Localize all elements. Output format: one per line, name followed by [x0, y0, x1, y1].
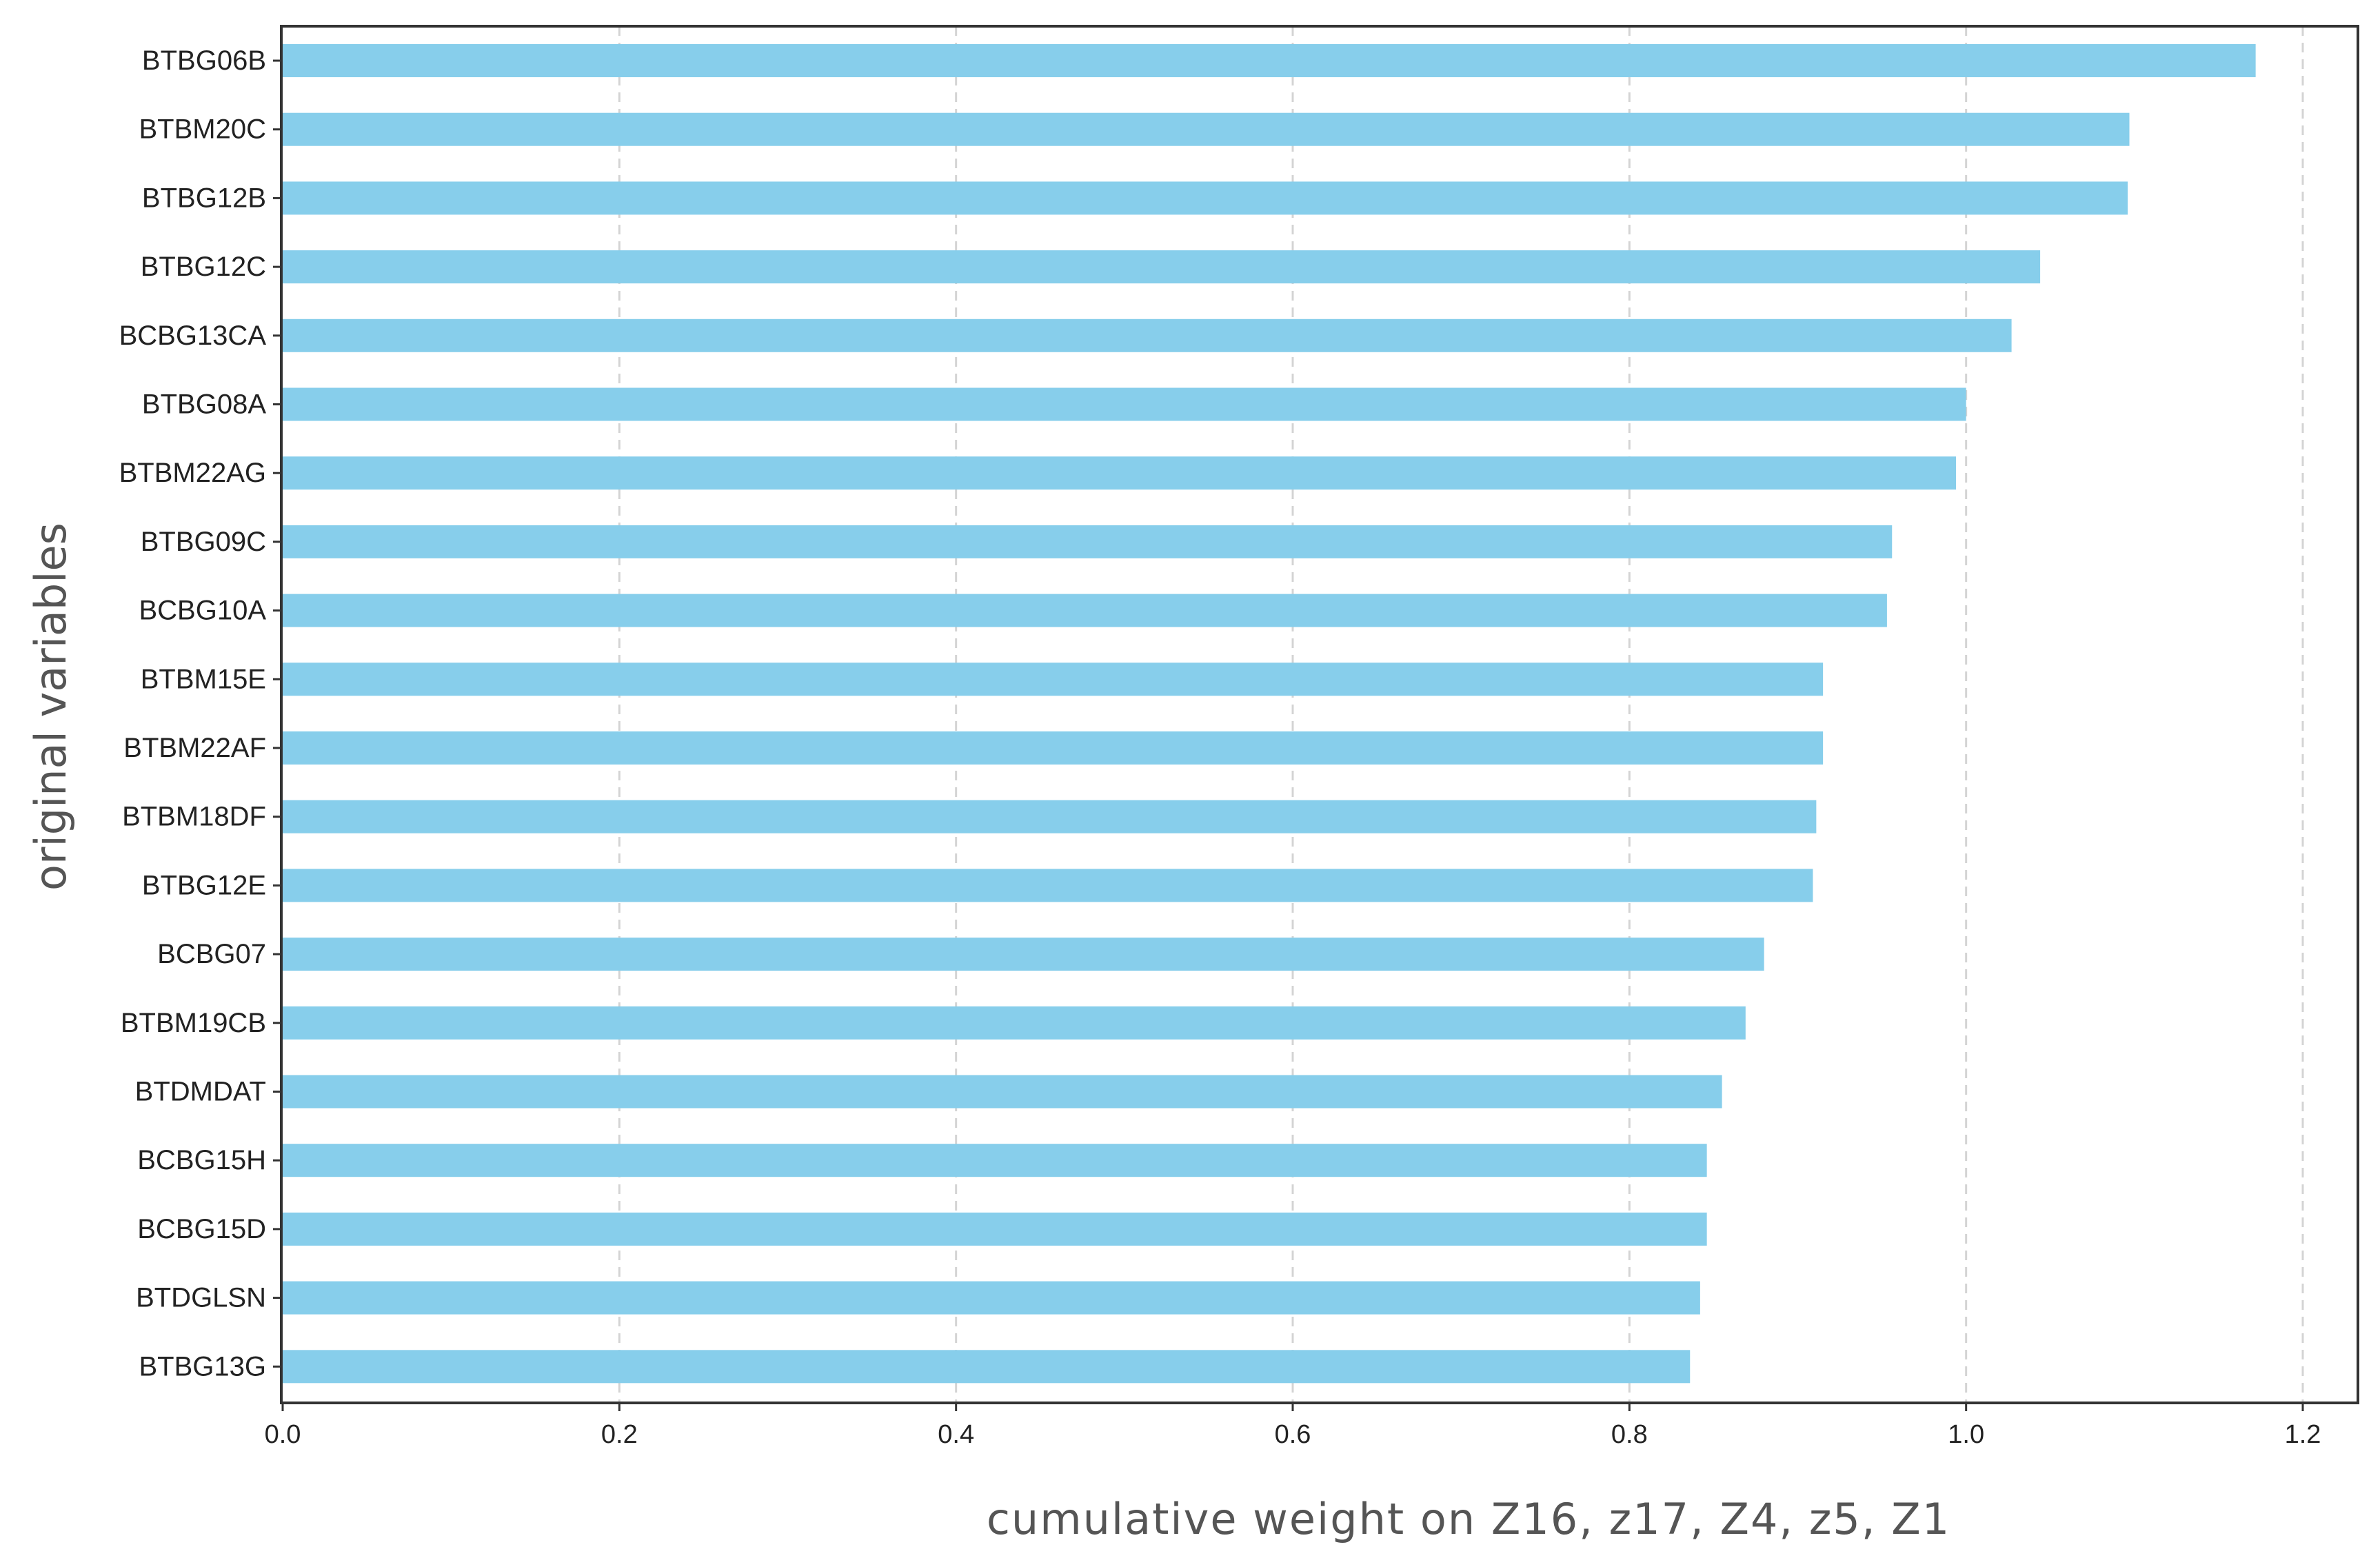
plot-frame	[280, 25, 2359, 1404]
y-tick-label: BCBG07	[157, 939, 266, 969]
y-axis-title: original variables	[26, 523, 76, 891]
x-tick-label: 1.0	[1948, 1420, 1984, 1449]
x-tick-label: 0.6	[1275, 1420, 1311, 1449]
y-tick-label: BTBG12B	[142, 183, 266, 213]
y-tick-label: BTBM22AG	[119, 458, 266, 488]
bar-btdmdat	[283, 1075, 1722, 1109]
x-tick-label: 0.0	[265, 1420, 301, 1449]
y-tick-label: BTBM18DF	[122, 802, 266, 832]
bar-btbg12e	[283, 869, 1813, 902]
y-tick-label: BTBM22AF	[123, 733, 266, 763]
bar-bcbg10a	[283, 594, 1887, 627]
y-tick-label: BCBG15H	[137, 1145, 266, 1175]
bar-btbm20c	[283, 112, 2130, 146]
bar-bcbg15h	[283, 1144, 1707, 1177]
y-tick-label: BTBG06B	[142, 45, 266, 76]
bar-btbg06b	[283, 44, 2256, 77]
y-tick-label: BTBM15E	[141, 664, 266, 694]
x-tick-label: 0.8	[1611, 1420, 1648, 1449]
y-tick-label: BCBG13CA	[119, 321, 267, 351]
bar-btbg12c	[283, 250, 2041, 284]
bar-btbm19cb	[283, 1006, 1746, 1040]
bar-bcbg07	[283, 938, 1764, 971]
bar-bcbg13ca	[283, 318, 2012, 352]
bar-btbm15e	[283, 662, 1824, 696]
y-tick-label: BCBG10A	[139, 596, 266, 626]
bar-btdglsn	[283, 1281, 1700, 1315]
y-tick-label: BTBG12E	[142, 870, 266, 900]
bar-btbg08a	[283, 387, 1966, 421]
y-tick-label: BTBM20C	[139, 114, 267, 145]
y-tick-label: BTBG08A	[142, 390, 266, 420]
y-tick-label: BTBG13G	[139, 1351, 266, 1382]
x-tick-label: 0.4	[938, 1420, 974, 1449]
x-tick-layer: 0.0 0.2 0.4 0.6 0.8 1.0 1.2	[265, 1403, 2321, 1449]
y-tick-label: BTDMDAT	[135, 1077, 266, 1107]
bar-btbg09c	[283, 525, 1893, 558]
y-tick-label: BTBM19CB	[121, 1008, 266, 1038]
bar-btbg12b	[283, 181, 2128, 215]
bar-bcbg15d	[283, 1212, 1707, 1246]
grid-layer	[618, 26, 2304, 1403]
y-tick-label: BTBG12C	[141, 252, 266, 282]
bar-btbm22af	[283, 731, 1824, 765]
y-tick-label: BTDGLSN	[136, 1283, 266, 1313]
y-tick-label: BCBG15D	[137, 1214, 266, 1244]
bar-btbm22ag	[283, 456, 1957, 490]
bar-btbm18df	[283, 800, 1817, 833]
x-tick-label: 0.2	[601, 1420, 638, 1449]
y-tick-label: BTBG09C	[141, 527, 266, 557]
y-tick-layer: BTBG06B BTBM20C BTBG12B BTBG12C BCBG13CA BTBG…	[119, 45, 281, 1382]
bar-btbg13g	[283, 1350, 1691, 1384]
bars-layer	[283, 44, 2256, 1384]
x-axis-title: cumulative weight on Z16, z17, Z4, z5, Z…	[987, 1494, 1950, 1544]
x-tick-label: 1.2	[2285, 1420, 2321, 1449]
